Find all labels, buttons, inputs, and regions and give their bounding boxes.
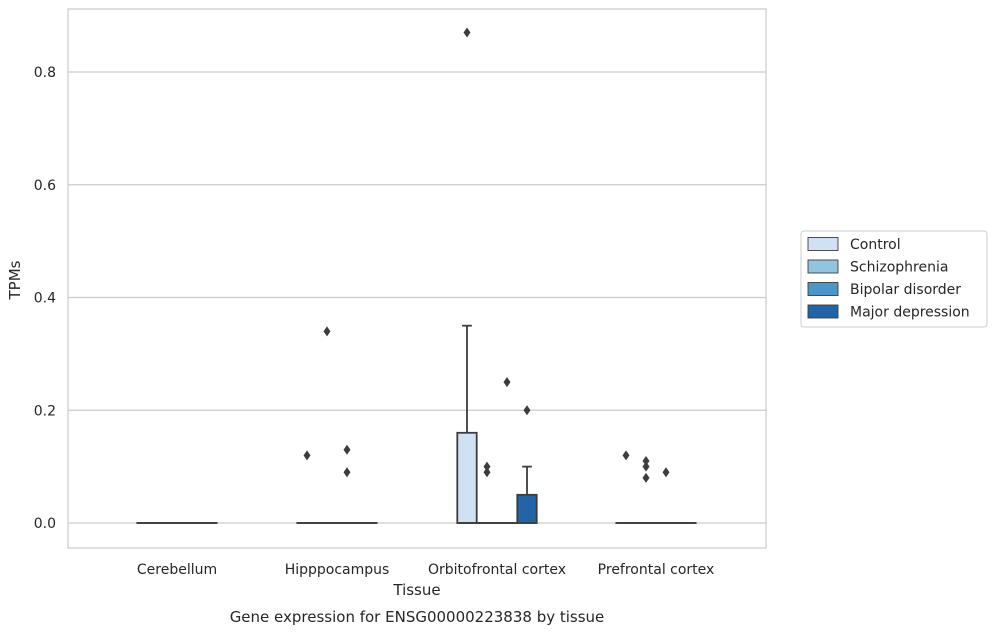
y-tick-label: 0.6 bbox=[34, 178, 56, 194]
box-schizophrenia bbox=[316, 326, 338, 524]
box-body bbox=[456, 431, 478, 524]
y-tick-label: 0.2 bbox=[34, 403, 56, 419]
outlier-point bbox=[503, 377, 511, 388]
outlier-point bbox=[642, 455, 650, 466]
y-tick-label: 0.4 bbox=[34, 291, 56, 307]
outlier-point bbox=[483, 461, 491, 472]
box-control bbox=[456, 27, 478, 524]
chart-title: Gene expression for ENSG00000223838 by t… bbox=[230, 608, 605, 626]
legend-label: Control bbox=[850, 237, 901, 253]
box-schizophrenia bbox=[476, 461, 498, 524]
box-control bbox=[296, 450, 318, 524]
legend-label: Major depression bbox=[850, 305, 970, 321]
y-tick-label: 0.0 bbox=[34, 516, 56, 532]
gridlines bbox=[68, 71, 766, 524]
box-bipolar-disorder bbox=[496, 377, 518, 524]
y-axis-title: TPMs bbox=[6, 260, 24, 300]
outlier-point bbox=[483, 467, 491, 478]
outlier-point bbox=[523, 405, 531, 416]
box-control bbox=[615, 450, 637, 524]
y-tick-label: 0.8 bbox=[34, 65, 56, 81]
legend-frame bbox=[800, 230, 988, 328]
legend-swatch bbox=[807, 304, 839, 319]
legend-swatch bbox=[807, 282, 839, 296]
box-bipolar-disorder bbox=[336, 444, 358, 524]
box-marks bbox=[136, 27, 697, 524]
x-tick-label: Cerebellum bbox=[137, 562, 217, 578]
box-major-depression bbox=[516, 405, 538, 524]
legend-label: Bipolar disorder bbox=[850, 282, 961, 298]
outlier-point bbox=[303, 450, 311, 461]
legend-label: Schizophrenia bbox=[850, 260, 948, 276]
legend: Control Schizophrenia Bipolar disorder Majo… bbox=[800, 230, 988, 328]
y-tick-labels: 0.0 0.2 0.4 0.6 0.8 bbox=[34, 65, 56, 532]
legend-swatch bbox=[807, 259, 839, 274]
outlier-point bbox=[343, 467, 351, 478]
plot-frame bbox=[67, 8, 767, 549]
outlier-point bbox=[642, 461, 650, 472]
x-axis-title: Tissue bbox=[392, 581, 440, 599]
outlier-point bbox=[343, 444, 351, 455]
box-body bbox=[516, 493, 538, 524]
box-bipolar-disorder bbox=[655, 467, 677, 524]
outlier-point bbox=[662, 467, 670, 478]
x-tick-label: Prefrontal cortex bbox=[598, 562, 715, 578]
x-tick-label: Hipppocampus bbox=[285, 562, 390, 578]
x-tick-labels: Cerebellum Hipppocampus Orbitofrontal cort… bbox=[137, 562, 714, 578]
legend-swatch bbox=[807, 237, 839, 251]
outlier-point bbox=[323, 326, 331, 337]
outlier-point bbox=[622, 450, 630, 461]
x-tick-label: Orbitofrontal cortex bbox=[428, 562, 566, 578]
outlier-point bbox=[463, 27, 471, 38]
box-schizophrenia bbox=[635, 455, 657, 524]
outlier-point bbox=[642, 472, 650, 483]
